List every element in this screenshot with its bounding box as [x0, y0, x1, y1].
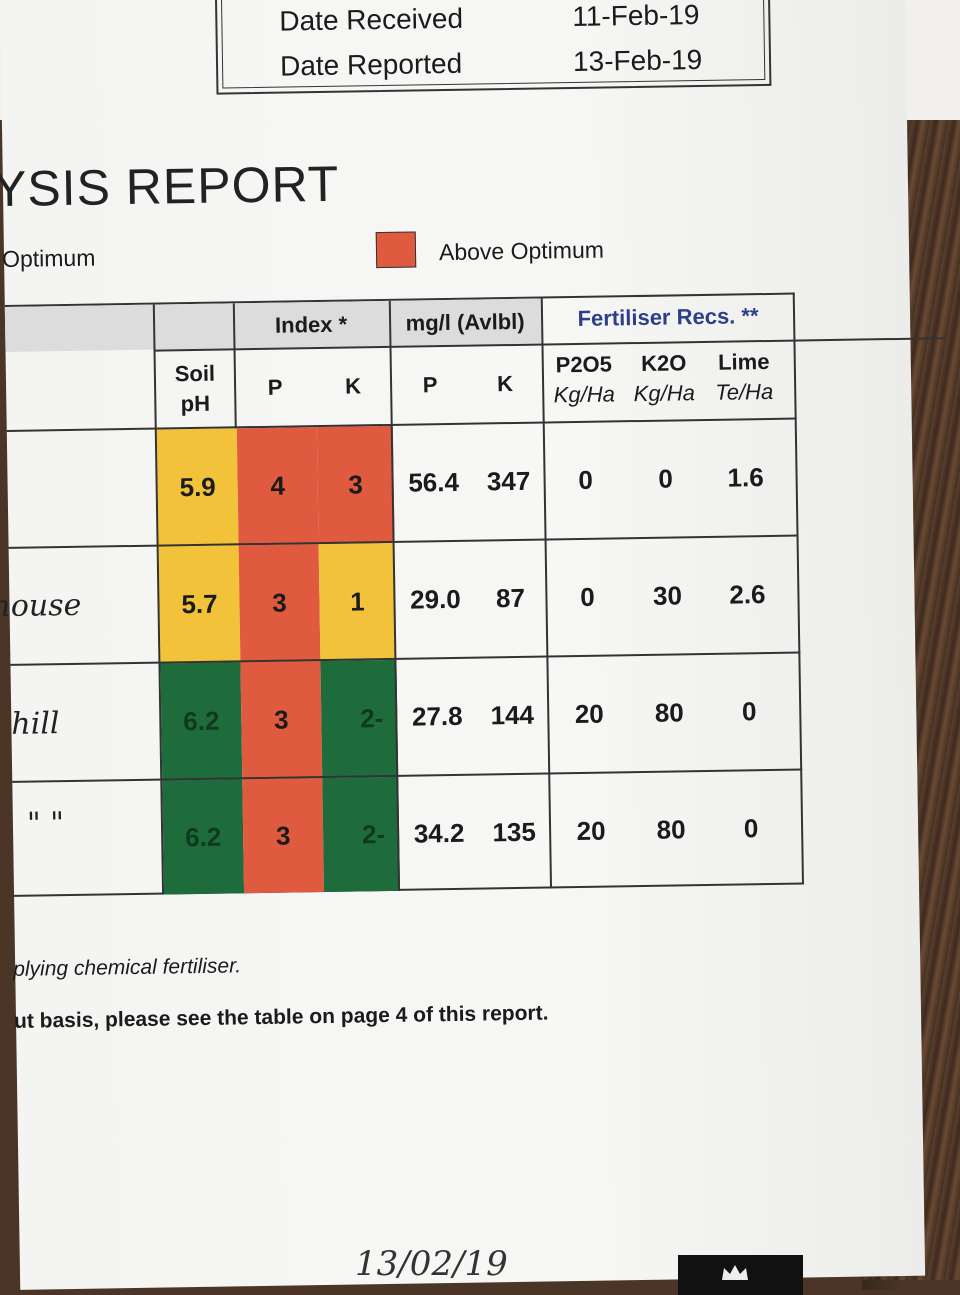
- mg-p-row1: 56.4: [408, 466, 460, 498]
- crown-icon: [722, 1265, 748, 1280]
- cell-ph-row3: 6.2: [160, 662, 243, 781]
- date-box: Date Received 11-Feb-19 Date Reported 13…: [214, 0, 772, 95]
- date-received-label: Date Received: [279, 2, 464, 37]
- mg-p-row4: 34.2: [413, 817, 465, 849]
- mg-p-row2: 29.0: [409, 583, 461, 615]
- p2o5-row1: 0: [578, 464, 594, 495]
- k2o-row2: 30: [652, 580, 683, 611]
- index-p-header: P: [267, 374, 283, 400]
- lime-row1: 1.6: [727, 462, 764, 493]
- cell-index-k-row2: 1: [318, 542, 397, 662]
- lime-row2: 2.6: [729, 579, 766, 610]
- legend-above-swatch: [375, 231, 417, 269]
- k2o-row3: 80: [654, 697, 684, 728]
- cell-ph-row1: 5.9: [156, 428, 239, 547]
- legend-optimum-label: Optimum: [1, 244, 96, 272]
- analysis-table: 5.9 4 3 5.7 3 1 6.2 3 2- 6.2 3 2- Index …: [0, 292, 946, 897]
- k2o-row1: 0: [658, 463, 674, 494]
- mg-k-row2: 87: [495, 582, 526, 614]
- footnote-2: ut basis, please see the table on page 4…: [13, 1001, 549, 1033]
- footer-handwritten-date: 13/02/19: [355, 1244, 508, 1284]
- cell-index-p-row1: 4: [236, 427, 319, 546]
- cell-ph-row4: 6.2: [162, 779, 245, 895]
- cell-index-k-row1: 3: [316, 425, 395, 545]
- cell-index-p-row3: 3: [240, 661, 323, 780]
- date-reported-label: Date Reported: [279, 47, 463, 82]
- lime-row3: 0: [741, 696, 757, 727]
- legend-above-label: Above Optimum: [438, 236, 605, 266]
- lime-row4: 0: [743, 812, 759, 843]
- p2o5-header: P2O5 Kg/Ha: [553, 351, 616, 408]
- handwritten-field-row3: hill: [11, 706, 60, 742]
- cell-index-p-row2: 3: [238, 544, 321, 663]
- handwritten-field-row2: house: [0, 587, 82, 625]
- p2o5-row3: 20: [574, 698, 604, 730]
- k2o-row4: 80: [656, 813, 686, 845]
- mg-p-row3: 27.8: [411, 700, 463, 732]
- index-k-header: K: [344, 373, 362, 399]
- avlbl-header: mg/l (Avlbl): [405, 308, 525, 336]
- mg-k-row1: 347: [486, 465, 531, 497]
- cell-ph-row2: 5.7: [158, 545, 241, 664]
- mg-k-row4: 135: [492, 816, 537, 847]
- k2o-header: K2O Kg/Ha: [633, 350, 696, 407]
- report-title: YSIS REPORT: [0, 155, 340, 218]
- lime-header: Lime Te/Ha: [715, 348, 774, 405]
- p2o5-row2: 0: [579, 581, 595, 612]
- cell-index-k-row3: 2-: [320, 659, 399, 779]
- footnote-1: plying chemical fertiliser.: [13, 954, 242, 981]
- p2o5-row4: 20: [576, 815, 606, 846]
- mg-k-row3: 144: [490, 699, 535, 731]
- handwritten-field-row4: " ": [26, 806, 65, 842]
- cell-index-p-row4: 3: [242, 778, 325, 894]
- fertiliser-recs-header: Fertiliser Recs. **: [577, 303, 759, 331]
- mg-k-header: K: [496, 370, 514, 397]
- mg-p-header: P: [422, 372, 438, 398]
- date-received-value: 11-Feb-19: [572, 0, 700, 33]
- soil-ph-header: Soil pH: [174, 360, 216, 417]
- index-header: Index *: [274, 311, 348, 338]
- date-reported-value: 13-Feb-19: [572, 43, 703, 78]
- cell-index-k-row4: 2-: [322, 776, 401, 893]
